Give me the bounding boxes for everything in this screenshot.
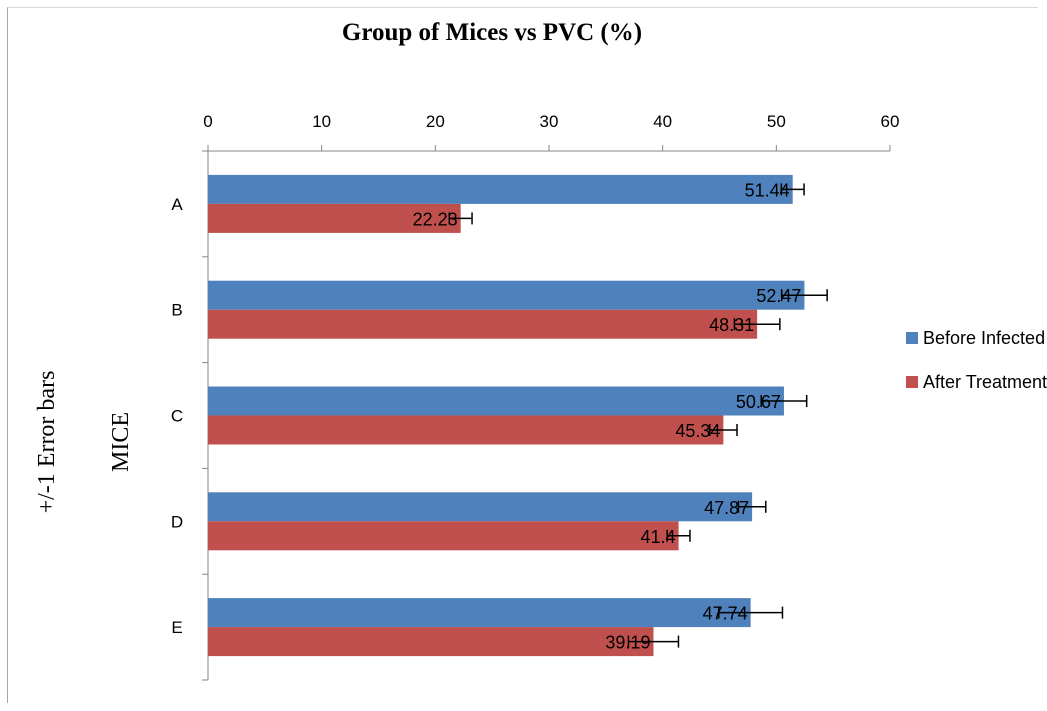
x-tick-label: 20	[426, 112, 445, 131]
bar	[208, 598, 751, 628]
axes: 0 10 20 30 40 50 60 A B C D E	[171, 112, 900, 681]
category-label: B	[171, 301, 182, 320]
x-tick-label: 30	[540, 112, 559, 131]
data-label: 47.87	[704, 498, 749, 518]
category-label: D	[171, 512, 183, 531]
data-label: 41.4	[641, 527, 676, 547]
bar	[208, 521, 679, 551]
bar	[208, 492, 753, 522]
bar	[208, 386, 784, 416]
data-label: 50.67	[736, 392, 781, 412]
data-label: 48.31	[709, 315, 754, 335]
legend: Before Infected After Treatment	[906, 328, 1047, 392]
bar	[208, 203, 461, 233]
x-tick-label: 0	[203, 112, 212, 131]
data-label: 45.34	[675, 421, 720, 441]
error-bars-label: +/-1 Error bars	[34, 371, 60, 514]
bar	[208, 627, 654, 657]
legend-label: After Treatment	[923, 372, 1047, 392]
bar	[208, 309, 758, 339]
category-label: C	[171, 407, 183, 426]
legend-swatch	[906, 332, 918, 344]
bar	[208, 415, 724, 445]
data-label: 39.19	[605, 633, 650, 653]
category-label: A	[171, 195, 183, 214]
data-label: 47.74	[703, 604, 748, 624]
data-label: 22.23	[413, 209, 458, 229]
x-tick-label: 10	[312, 112, 331, 131]
y-axis-label: MICE	[108, 412, 134, 472]
chart-frame	[7, 7, 1038, 703]
legend-swatch	[906, 376, 918, 388]
x-tick-label: 50	[767, 112, 786, 131]
x-tick-label: 40	[653, 112, 672, 131]
bar	[208, 280, 805, 310]
data-label: 51.44	[745, 180, 790, 200]
chart-title: Group of Mices vs PVC (%)	[342, 19, 642, 46]
legend-label: Before Infected	[923, 328, 1045, 348]
bar	[208, 174, 793, 204]
data-label: 52.47	[756, 286, 801, 306]
category-label: E	[171, 618, 182, 637]
x-tick-label: 60	[881, 112, 900, 131]
